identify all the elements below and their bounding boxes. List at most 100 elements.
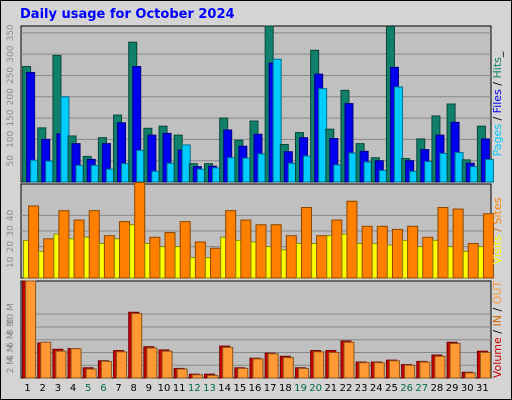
side-label-part: Volume — [491, 337, 504, 378]
bottom-bar-kbout — [252, 358, 264, 379]
top-y-tick-label: 200 — [6, 88, 16, 105]
bottom-bar-kbout — [479, 351, 491, 379]
bottom-bar-kbout — [25, 280, 37, 379]
day-label: 9 — [146, 383, 152, 394]
bottom-bar-kbout — [191, 374, 203, 379]
bottom-bar-kbout — [55, 350, 67, 379]
day-label: 30 — [461, 383, 474, 394]
day-label: 27 — [415, 383, 428, 394]
side-label-part: _ — [491, 51, 504, 58]
middle-bar-sites — [270, 224, 282, 279]
middle-bar-sites — [149, 236, 161, 279]
top-side-label: Pages / Files / Hits_ — [491, 51, 504, 156]
bottom-bar-kbout — [358, 362, 370, 379]
bottom-y-tick-label: 8 M — [6, 319, 16, 335]
bottom-bar-kbout — [464, 372, 476, 379]
day-label: 18 — [279, 383, 292, 394]
bottom-y-tick-label: 4 M — [6, 344, 16, 360]
top-bar-pages — [272, 58, 282, 183]
middle-bar-sites — [179, 221, 191, 279]
bottom-bar-kbout — [297, 367, 309, 379]
middle-bar-sites — [255, 224, 267, 279]
middle-bar-sites — [285, 235, 297, 279]
bottom-bar-kbout — [237, 367, 249, 379]
middle-y-tick-label: 20 — [6, 241, 16, 253]
day-label: 6 — [100, 383, 106, 394]
side-label-part: Hits — [491, 57, 504, 79]
bottom-bar-kbout — [404, 364, 416, 379]
middle-bar-sites — [376, 225, 388, 279]
middle-bar-sites — [225, 210, 237, 279]
day-label: 31 — [476, 383, 489, 394]
middle-bar-sites — [164, 232, 176, 279]
day-label: 22 — [340, 383, 353, 394]
day-label: 26 — [400, 383, 413, 394]
bottom-bar-kbout — [70, 348, 82, 379]
middle-bar-sites — [316, 235, 328, 279]
middle-bar-sites — [331, 219, 343, 279]
side-label-part: / — [491, 224, 504, 235]
middle-bar-sites — [240, 219, 252, 279]
middle-y-tick-label: 40 — [6, 209, 16, 221]
middle-bar-sites — [346, 200, 358, 279]
bottom-bar-kbout — [313, 351, 325, 379]
middle-bar-sites — [407, 225, 419, 279]
middle-bar-sites — [422, 236, 434, 279]
day-label: 28 — [431, 383, 444, 394]
day-label: 20 — [309, 383, 322, 394]
middle-bar-sites — [210, 247, 222, 279]
bottom-bar-kbout — [116, 351, 128, 379]
middle-side-label: Visits / Sites — [491, 197, 504, 264]
middle-bar-sites — [119, 221, 131, 279]
day-label: 23 — [355, 383, 368, 394]
side-label-part: Sites — [491, 197, 504, 224]
bottom-bar-kbout — [176, 368, 188, 379]
day-label: 8 — [131, 383, 137, 394]
bottom-bar-kbout — [373, 362, 385, 379]
top-bar-pages — [393, 86, 403, 183]
bottom-bar-kbout — [146, 347, 158, 379]
bottom-bar-kbout — [388, 360, 400, 379]
side-label-part: OUT — [491, 281, 504, 305]
middle-y-tick-label: 10 — [6, 256, 16, 268]
day-label: 25 — [385, 383, 398, 394]
middle-bar-sites — [73, 219, 85, 279]
side-label-part: Visits — [491, 235, 504, 264]
side-label-part: Pages — [491, 124, 504, 157]
middle-bar-sites — [467, 243, 479, 279]
middle-bar-sites — [482, 213, 494, 279]
bottom-y-tick-label: 2 M — [6, 357, 16, 373]
day-label: 11 — [173, 383, 186, 394]
day-label: 24 — [370, 383, 383, 394]
bottom-bar-kbout — [222, 346, 234, 379]
bottom-bar-kbout — [343, 341, 355, 379]
day-label: 5 — [85, 383, 91, 394]
top-y-tick-label: 300 — [6, 45, 16, 62]
bottom-y-tick-label: 6 M — [6, 332, 16, 348]
day-label: 13 — [203, 383, 216, 394]
top-y-tick-label: 350 — [6, 24, 16, 41]
bottom-side-label: Volume / IN / OUT — [491, 281, 504, 379]
day-label: 1 — [24, 383, 30, 394]
day-label: 3 — [55, 383, 61, 394]
day-label: 19 — [294, 383, 307, 394]
middle-y-tick-label: 30 — [6, 225, 16, 237]
middle-bar-sites — [194, 241, 206, 279]
day-label: 4 — [70, 383, 76, 394]
middle-bar-sites — [58, 210, 70, 279]
day-label: 15 — [233, 383, 246, 394]
day-label: 21 — [324, 383, 337, 394]
bottom-bar-kbout — [100, 360, 112, 379]
chart-title: Daily usage for October 2024 — [20, 7, 235, 22]
middle-bar-sites — [43, 238, 55, 279]
side-label-part: / — [491, 78, 504, 89]
top-y-tick-label: 50 — [6, 155, 16, 167]
side-label-part: / — [491, 327, 504, 338]
bottom-y-tick-label: 10 M — [6, 303, 16, 325]
top-y-tick-label: 250 — [6, 67, 16, 84]
middle-bar-sites — [391, 228, 403, 279]
side-label-part: / — [491, 304, 504, 315]
top-y-tick-label: 100 — [6, 131, 16, 148]
day-label: 16 — [249, 383, 262, 394]
